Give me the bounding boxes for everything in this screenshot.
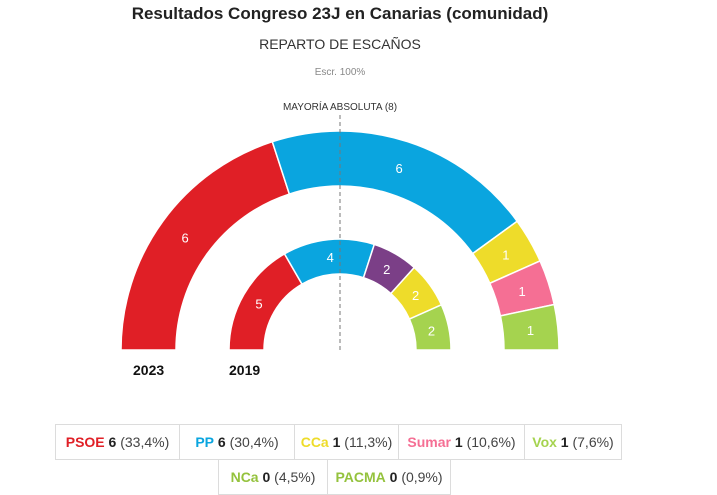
legend-party-name: PP bbox=[195, 434, 215, 450]
legend-row-1: PSOE 6 (33,4%) PP 6 (30,4%) CCa 1 (11,3%) S… bbox=[55, 424, 622, 460]
legend-party-percent: (11,3%) bbox=[344, 434, 393, 450]
legend-item-cca: CCa 1 (11,3%) bbox=[294, 424, 399, 460]
seat-label-2019-pp: 4 bbox=[327, 250, 334, 265]
seat-label-2023-vox: 1 bbox=[527, 323, 534, 338]
legend-party-name: PACMA bbox=[335, 469, 386, 485]
legend-party-name: Sumar bbox=[407, 434, 451, 450]
seat-label-2023-pp: 6 bbox=[396, 161, 403, 176]
legend-party-percent: (10,6%) bbox=[466, 434, 516, 450]
seat-label-2019-psoe: 5 bbox=[255, 296, 262, 311]
arc-2023-vox bbox=[499, 303, 560, 351]
legend-party-percent: (4,5%) bbox=[274, 469, 316, 485]
rings-group: 6 6 1 1 1 5 4 2 2 2 bbox=[120, 130, 560, 351]
arc-2019-vox bbox=[408, 303, 452, 351]
legend-party-percent: (7,6%) bbox=[572, 434, 614, 450]
seat-label-2023-psoe: 6 bbox=[181, 230, 188, 245]
legend-party-seats: 1 bbox=[450, 434, 467, 450]
legend-item-nca: NCa 0 (4,5%) bbox=[218, 459, 328, 495]
seat-label-2019-cca: 2 bbox=[412, 288, 419, 303]
legend-party-seats: 6 bbox=[104, 434, 121, 450]
legend-party-seats: 6 bbox=[214, 434, 230, 450]
legend-party-seats: 0 bbox=[385, 469, 402, 485]
legend-row-2: NCa 0 (4,5%) PACMA 0 (0,9%) bbox=[218, 459, 451, 495]
legend-item-vox: Vox 1 (7,6%) bbox=[524, 424, 622, 460]
legend-party-seats: 1 bbox=[328, 434, 345, 450]
majority-label: MAYORÍA ABSOLUTA (8) bbox=[283, 100, 397, 113]
chart-subtitle: REPARTO DE ESCAÑOS bbox=[259, 36, 421, 52]
legend-party-name: NCa bbox=[230, 469, 259, 485]
arc-2019-psoe bbox=[228, 252, 304, 351]
legend-party-name: PSOE bbox=[65, 434, 105, 450]
legend-party-seats: 1 bbox=[556, 434, 573, 450]
legend-item-pp: PP 6 (30,4%) bbox=[179, 424, 295, 460]
arc-2023-pp bbox=[271, 130, 519, 255]
legend-item-pacma: PACMA 0 (0,9%) bbox=[327, 459, 451, 495]
seat-label-2019-vox: 2 bbox=[428, 324, 435, 339]
year-label-2019: 2019 bbox=[229, 362, 261, 378]
legend-item-sumar: Sumar 1 (10,6%) bbox=[398, 424, 525, 460]
chart-title: Resultados Congreso 23J en Canarias (com… bbox=[131, 4, 549, 23]
year-label-2023: 2023 bbox=[133, 362, 165, 378]
legend-party-percent: (0,9%) bbox=[401, 469, 443, 485]
legend-party-percent: (30,4%) bbox=[229, 434, 279, 450]
legend-party-seats: 0 bbox=[258, 469, 275, 485]
legend-item-psoe: PSOE 6 (33,4%) bbox=[55, 424, 180, 460]
seat-label-2019-podemos: 2 bbox=[383, 262, 390, 277]
legend-party-percent: (33,4%) bbox=[120, 434, 170, 450]
seat-label-2023-sumar: 1 bbox=[519, 284, 526, 299]
scrutiny-note: Escr. 100% bbox=[314, 67, 366, 78]
legend-party-name: Vox bbox=[532, 434, 557, 450]
seat-label-2023-cca: 1 bbox=[502, 247, 509, 262]
legend-party-name: CCa bbox=[300, 434, 329, 450]
